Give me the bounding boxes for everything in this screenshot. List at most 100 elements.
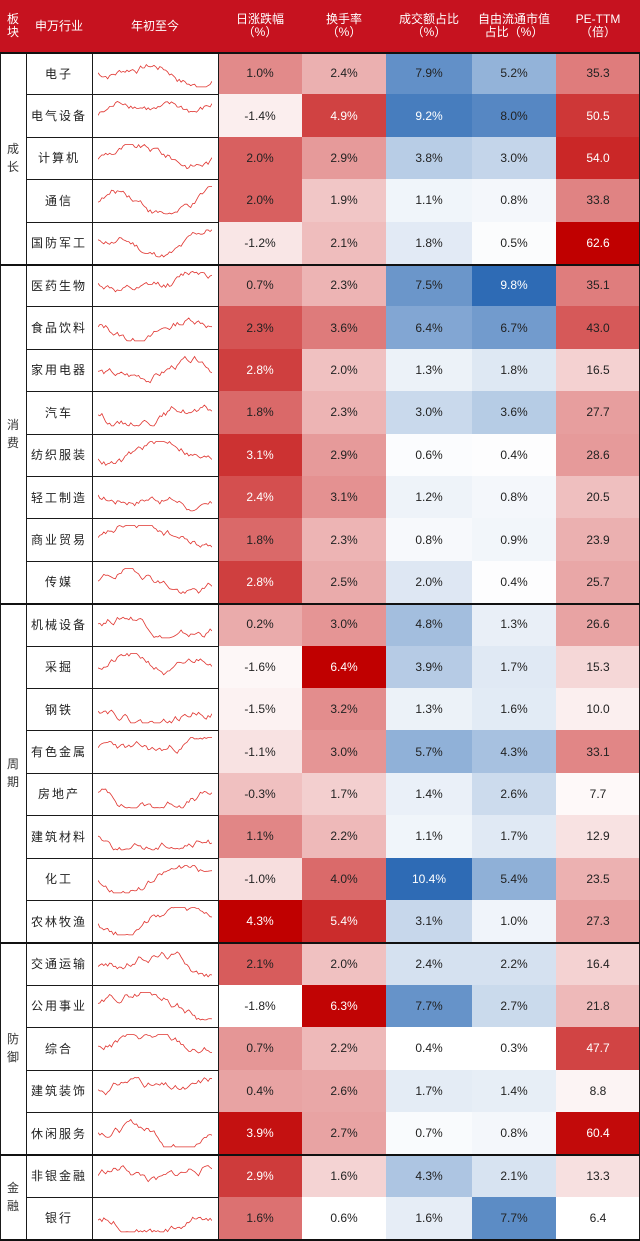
header-volume-share: 成交额占比 （%） [386,0,472,52]
pe-cell: 27.3 [556,900,640,943]
pe-cell: 62.6 [556,221,640,264]
industry-name: 综合 [44,1041,73,1056]
ytd-sparkline-path [98,567,212,594]
section-label-text: 成长 [6,142,19,174]
ytd-sparkline-path [98,1216,212,1233]
float-share-cell: 0.8% [472,1112,556,1155]
change-cell: -1.8% [218,984,302,1028]
industry-name: 纺织服装 [30,448,87,463]
grid-row-line [26,1112,218,1113]
ytd-sparkline [98,271,212,293]
turnover-cell: 2.0% [302,348,386,392]
section-label: 防御 [0,942,26,1154]
pe-cell: 23.5 [556,857,640,900]
turnover-cell: 6.3% [302,984,386,1028]
ytd-sparkline-path [98,63,212,88]
turnover-cell: 2.9% [302,136,386,180]
section-label: 周期 [0,603,26,942]
pe-cell: 23.9 [556,518,640,561]
industry-name: 钢铁 [44,702,73,717]
section-label-text: 消费 [6,417,19,450]
float-share-cell: 5.2% [472,52,556,95]
volume-share-cell: 4.3% [386,1154,472,1197]
ytd-sparkline-path [98,143,212,169]
pe-cell: 6.4 [556,1196,640,1240]
header-pe: PE-TTM （倍） [556,0,640,52]
volume-share-cell: 1.3% [386,688,472,731]
pe-cell: 54.0 [556,136,640,180]
ytd-sparkline [98,404,212,427]
volume-share-cell: 5.7% [386,730,472,773]
pe-cell: 47.7 [556,1027,640,1070]
grid-row-line [26,984,218,986]
float-share-cell: 2.6% [472,772,556,816]
ytd-sparkline [98,1216,212,1233]
turnover-cell: 5.4% [302,900,386,943]
pe-cell: 35.1 [556,264,640,307]
ytd-sparkline [98,525,212,549]
float-share-cell: 0.4% [472,560,556,604]
grid-row-line [26,518,218,520]
ytd-sparkline [98,864,212,893]
change-cell: 0.2% [218,603,302,646]
turnover-cell: 2.6% [302,1069,386,1112]
grid-section-line [0,942,640,944]
float-share-cell: 0.8% [472,179,556,222]
change-cell: 2.0% [218,136,302,180]
change-cell: 2.1% [218,942,302,985]
grid-row-line [26,815,218,817]
pe-cell: 27.7 [556,391,640,434]
industry-name: 传媒 [44,575,73,590]
ytd-sparkline-path [98,907,212,936]
pe-cell: 20.5 [556,476,640,519]
change-cell: -0.3% [218,772,302,816]
ytd-sparkline [98,835,212,851]
ytd-sparkline-path [98,1165,212,1183]
ytd-sparkline-path [98,101,212,116]
industry-name: 医药生物 [30,278,87,293]
turnover-cell: 2.1% [302,221,386,264]
ytd-sparkline [98,355,212,384]
industry-name: 商业贸易 [30,533,87,548]
change-cell: 4.3% [218,900,302,943]
industry-name: 通信 [44,193,73,208]
pe-cell: 33.8 [556,179,640,222]
turnover-cell: 1.9% [302,179,386,222]
grid-section-line [0,264,640,266]
industry-name: 家用电器 [30,363,87,378]
industry-name: 机械设备 [30,617,87,632]
change-cell: 1.8% [218,391,302,434]
industry-name: 有色金属 [30,745,87,760]
ytd-sparkline [98,907,212,936]
volume-share-cell: 3.8% [386,136,472,180]
volume-share-cell: 6.4% [386,306,472,349]
section-label: 消费 [0,264,26,603]
pe-cell: 10.0 [556,688,640,731]
change-cell: 1.1% [218,815,302,858]
ytd-sparkline-path [98,616,212,639]
pe-cell: 15.3 [556,645,640,688]
turnover-cell: 6.4% [302,645,386,688]
grid-row-line [26,1069,218,1071]
float-share-cell: 2.7% [472,984,556,1028]
ytd-sparkline [98,317,212,342]
header-section-label: 板块 [6,12,19,39]
section-label: 金融 [0,1154,26,1239]
change-cell: 0.7% [218,264,302,307]
turnover-cell: 1.7% [302,772,386,816]
header-change: 日涨跌幅 （%） [218,0,302,52]
grid-row-line [26,433,218,435]
turnover-cell: 2.7% [302,1112,386,1155]
pe-cell: 25.7 [556,560,640,604]
ytd-sparkline-path [98,991,212,1021]
turnover-cell: 1.6% [302,1154,386,1197]
ytd-sparkline-path [98,1076,212,1095]
ytd-sparkline-path [98,317,212,342]
ytd-sparkline-path [98,229,212,258]
ytd-sparkline [98,1165,212,1183]
grid-row-line [26,688,218,689]
pe-cell: 33.1 [556,730,640,773]
float-share-cell: 7.7% [472,1196,556,1240]
float-share-cell: 3.0% [472,136,556,180]
